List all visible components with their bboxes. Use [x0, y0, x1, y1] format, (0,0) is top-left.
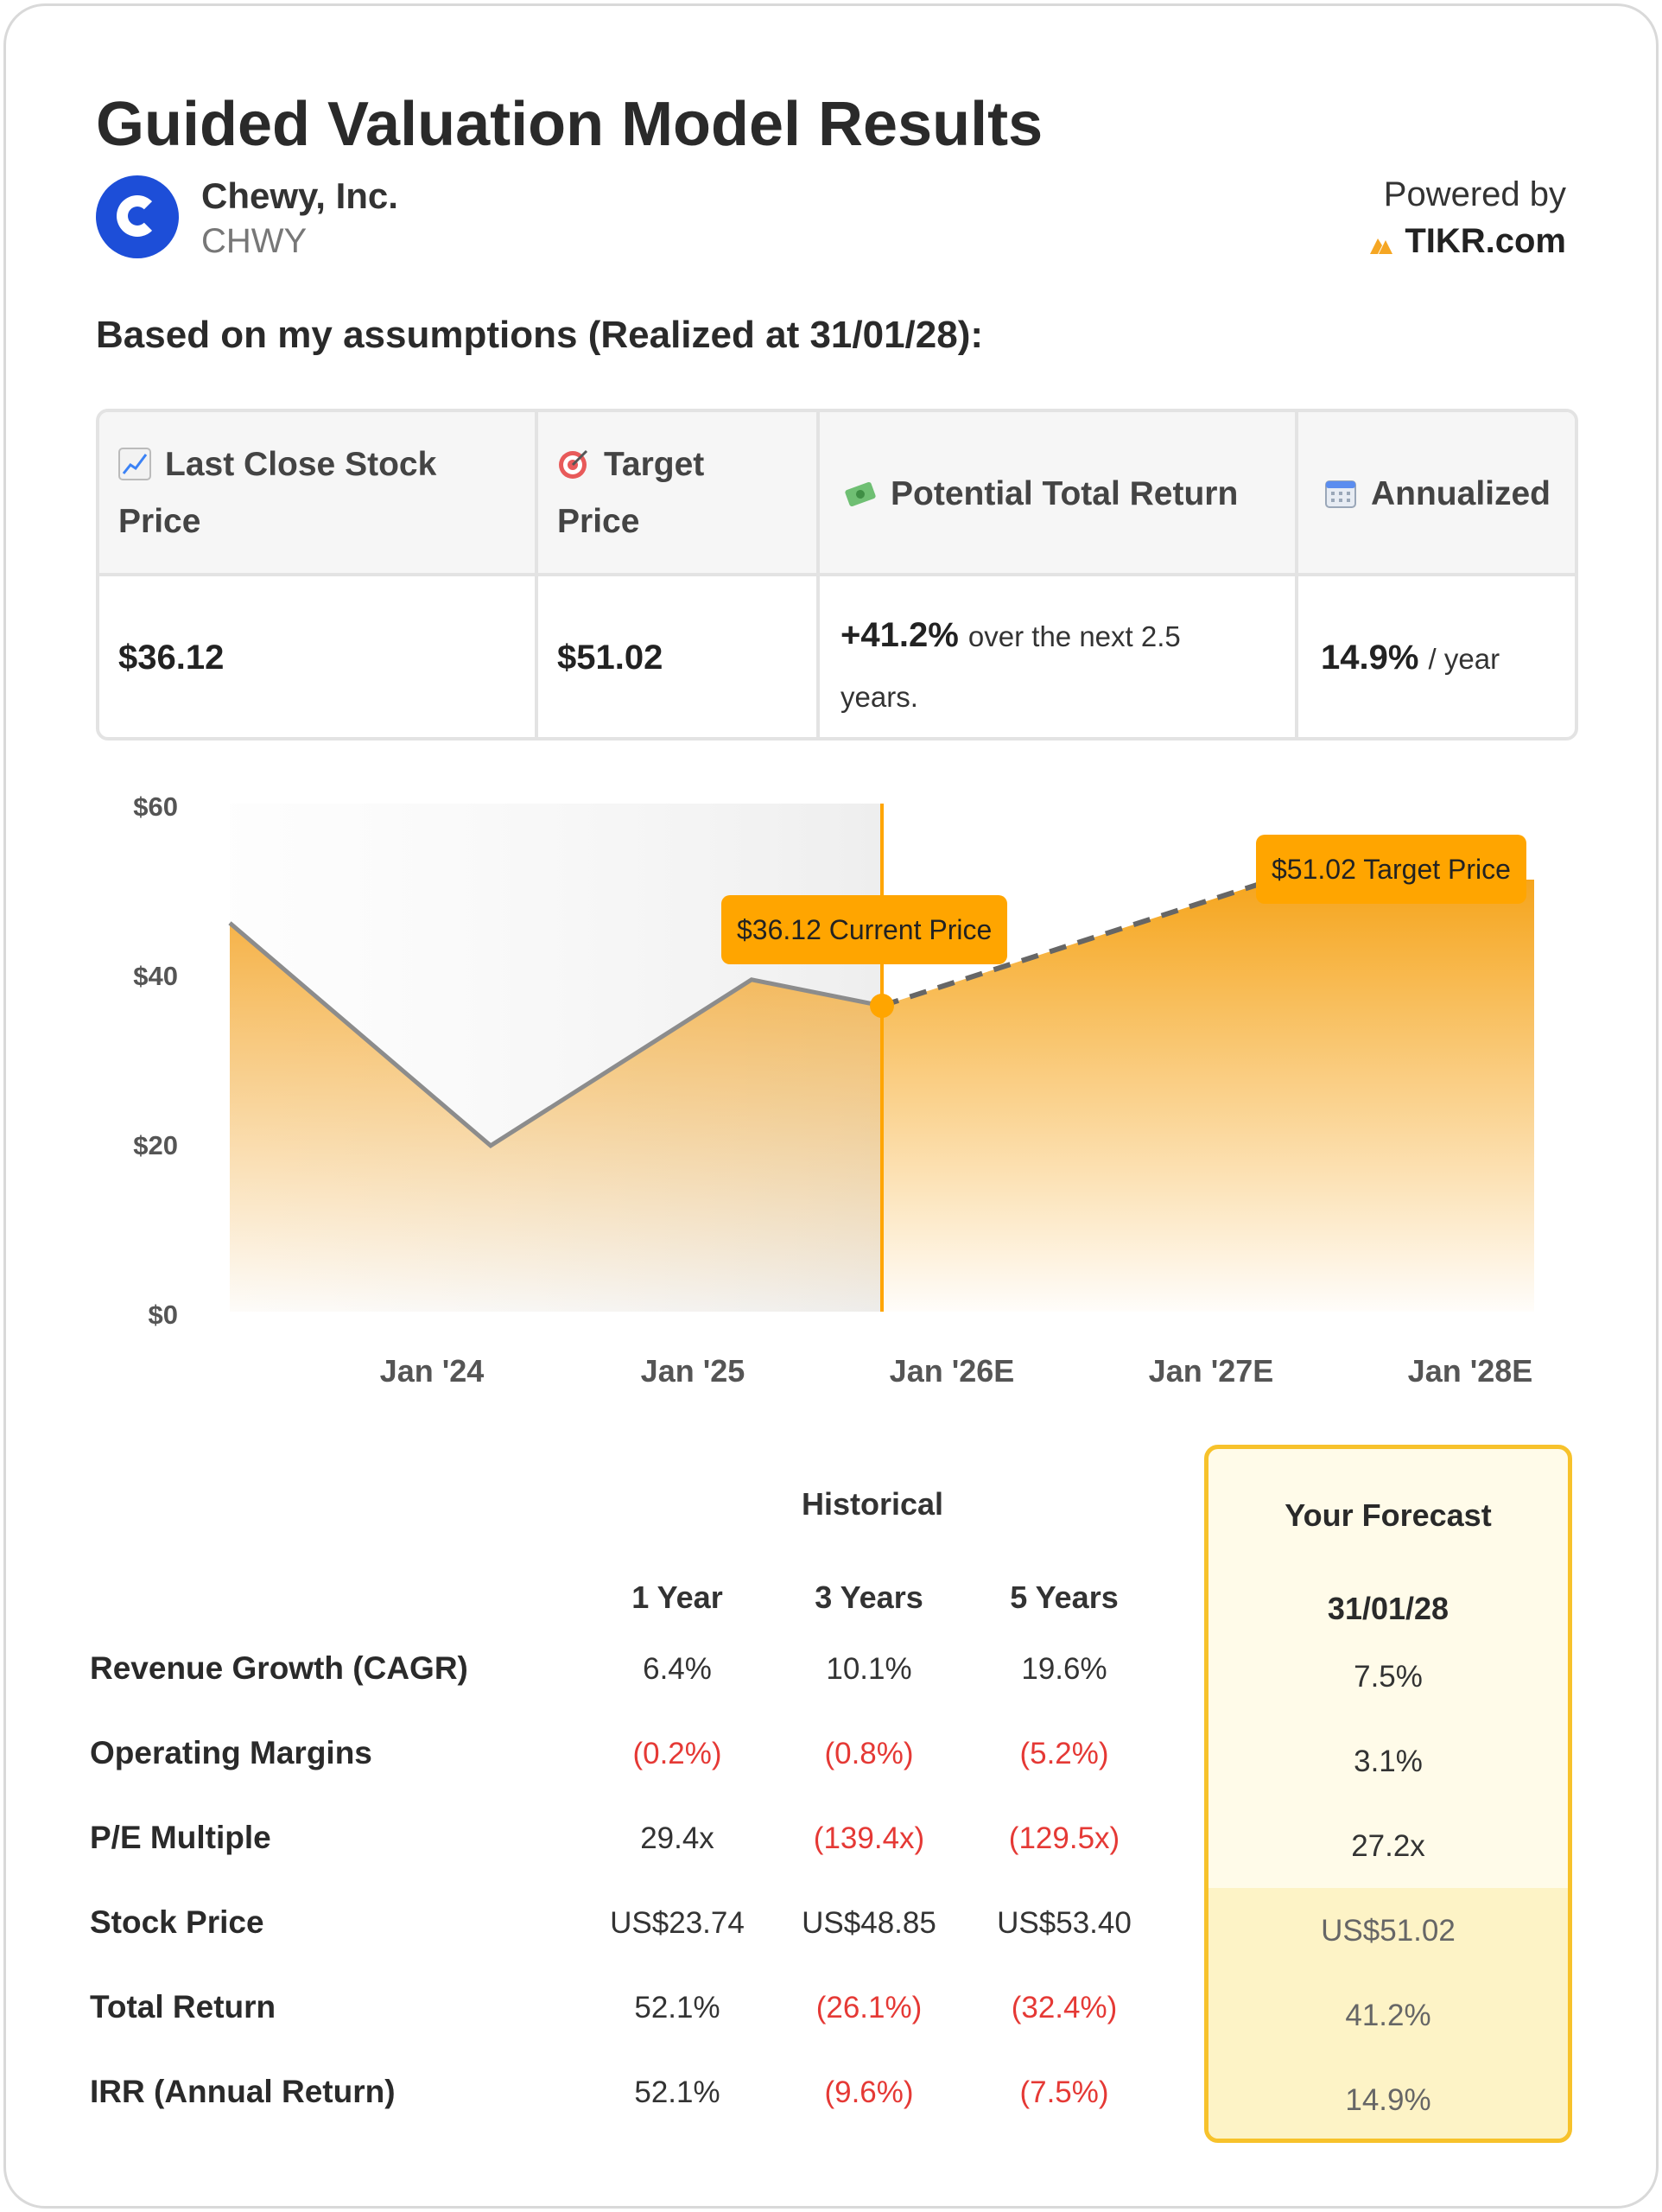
tikr-brand-link[interactable]: TIKR.com: [1370, 222, 1566, 261]
target-value: $51.02: [557, 639, 663, 677]
forecast-value: 14.9%: [1345, 2083, 1431, 2117]
metric-cell: 10.1%: [826, 1652, 912, 1686]
metric-row-label: Operating Margins: [90, 1735, 372, 1770]
col-header-5-years: 5 Years: [1010, 1580, 1119, 1615]
forecast-date: 31/01/28: [1327, 1591, 1449, 1626]
header-target: Target Price: [557, 436, 704, 550]
metric-cell: (139.4x): [813, 1821, 925, 1855]
col-header-1-year: 1 Year: [631, 1580, 723, 1615]
metric-cell: (5.2%): [1019, 1737, 1109, 1770]
header-target-line1: Target: [604, 446, 705, 483]
metric-cell: 19.6%: [1021, 1652, 1107, 1686]
price-chart: $60 $40 $20 $0 $36.12 Current Price $51.…: [0, 760, 1662, 1417]
metric-cell: (26.1%): [815, 1991, 923, 2024]
y-tick-label: $0: [148, 1300, 178, 1330]
historical-area: [230, 923, 882, 1312]
forecast-value: 41.2%: [1345, 1999, 1431, 2032]
tikr-logo-icon: [1370, 238, 1393, 254]
forecast-panel: Your Forecast 31/01/28 7.5% 3.1% 27.2x U…: [1204, 1445, 1572, 2143]
forecast-value: 3.1%: [1354, 1745, 1423, 1778]
metric-cell: (0.2%): [632, 1737, 722, 1770]
metric-cell: US$48.85: [802, 1906, 936, 1940]
summary-table: Last Close Stock Price Target Price Potent…: [96, 409, 1578, 741]
page-title: Guided Valuation Model Results: [96, 90, 1044, 159]
historical-price-line: [228, 921, 883, 1149]
col-last-close: [99, 412, 538, 737]
money-flying-icon: [845, 481, 876, 507]
metric-cell: 6.4%: [643, 1652, 712, 1686]
x-tick-label: Jan '27E: [1148, 1353, 1274, 1389]
forecast-value: 7.5%: [1354, 1660, 1423, 1694]
x-tick-label: Jan '28E: [1407, 1353, 1533, 1389]
header-annualized-label: Annualized: [1371, 475, 1551, 512]
x-tick-label: Jan '24: [379, 1353, 485, 1389]
header-potential-label: Potential Total Return: [891, 475, 1239, 512]
metric-cell: (32.4%): [1011, 1991, 1118, 2024]
x-tick-label: Jan '25: [640, 1353, 745, 1389]
potential-return-pct: +41.2%: [841, 616, 959, 654]
y-tick-label: $60: [133, 791, 178, 822]
historical-label: Historical: [801, 1486, 944, 1522]
chart-increasing-icon: [118, 448, 151, 480]
powered-by-label: Powered by: [1383, 175, 1566, 213]
metric-cell: (0.8%): [824, 1737, 914, 1770]
metric-row-label: IRR (Annual Return): [90, 2074, 396, 2109]
annualized-suffix: / year: [1428, 643, 1500, 675]
metric-row-label: Stock Price: [90, 1904, 264, 1940]
col-target: [538, 412, 820, 737]
header-potential: Potential Total Return: [844, 466, 1238, 523]
header-target-line2: Price: [557, 503, 640, 540]
metric-row-label: P/E Multiple: [90, 1820, 271, 1855]
brand-name: TIKR.com: [1405, 222, 1566, 260]
company-logo: [96, 175, 179, 258]
forecast-title: Your Forecast: [1285, 1497, 1492, 1533]
last-close-value: $36.12: [118, 639, 225, 677]
metric-cell: 29.4x: [640, 1821, 714, 1855]
metric-cell: US$53.40: [997, 1906, 1132, 1940]
metric-cell: 52.1%: [634, 1991, 720, 2024]
metric-row-label: Revenue Growth (CAGR): [90, 1650, 468, 1686]
metric-cell: (129.5x): [1008, 1821, 1120, 1855]
c-logo-icon: [117, 195, 158, 237]
forecast-results-shade: [1208, 1888, 1568, 2139]
company-name: Chewy, Inc.: [201, 175, 398, 216]
calendar-icon: [1325, 480, 1356, 508]
target-icon: [559, 449, 588, 479]
y-tick-label: $20: [133, 1130, 178, 1160]
y-tick-label: $40: [133, 961, 178, 991]
forecast-value: 27.2x: [1351, 1829, 1425, 1863]
forecast-value: US$51.02: [1321, 1914, 1456, 1948]
company-ticker: CHWY: [201, 222, 308, 260]
header-last-close-line2: Price: [118, 503, 201, 540]
potential-return-suffix-line1: over the next 2.5: [967, 620, 1181, 652]
metric-row-label: Total Return: [90, 1989, 276, 2024]
annualized-pct: 14.9%: [1321, 639, 1419, 677]
header-last-close-line1: Last Close Stock: [165, 446, 437, 483]
metric-cell: (7.5%): [1019, 2075, 1109, 2109]
potential-return-suffix-line2: years.: [841, 681, 918, 713]
header-last-close: Last Close Stock Price: [118, 436, 436, 550]
target-price-tooltip: $51.02 Target Price: [1256, 835, 1526, 904]
potential-return-value: +41.2% over the next 2.5 years.: [841, 606, 1181, 727]
col-header-3-years: 3 Years: [815, 1580, 923, 1615]
header-annualized: Annualized: [1324, 466, 1551, 523]
col-potential: [820, 412, 1298, 737]
forecast-area: [882, 880, 1534, 1312]
annualized-value: 14.9% / year: [1321, 639, 1500, 677]
current-price-point[interactable]: [870, 994, 894, 1019]
metric-cell: US$23.74: [610, 1906, 745, 1940]
chart-plot: [228, 804, 1534, 1312]
x-tick-label: Jan '26E: [889, 1353, 1015, 1389]
metric-cell: (9.6%): [824, 2075, 914, 2109]
current-price-tooltip: $36.12 Current Price: [721, 895, 1008, 965]
forecast-price-line: [881, 877, 1274, 1008]
assumptions-heading: Based on my assumptions (Realized at 31/…: [96, 314, 984, 356]
metric-cell: 52.1%: [634, 2075, 720, 2109]
